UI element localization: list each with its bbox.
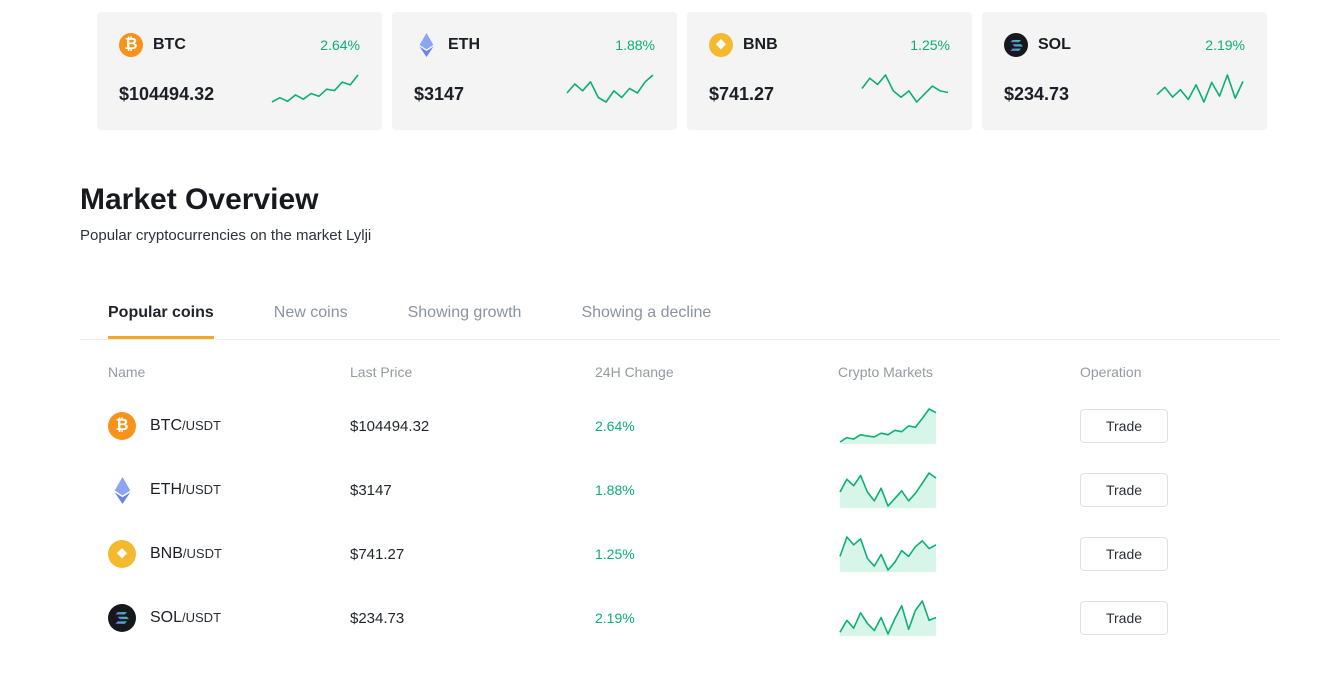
btc-icon: ₿: [119, 33, 143, 57]
pair-label: SOL/USDT: [150, 609, 222, 626]
sol-icon: [108, 604, 136, 632]
column-header-crypto-markets: Crypto Markets: [838, 364, 933, 380]
ticker-symbol: BNB: [743, 36, 778, 53]
column-header-name: Name: [108, 364, 146, 380]
table-row: ❖ BNB/USDT $741.27 1.25% Trade: [80, 522, 1280, 586]
tab-showing-decline[interactable]: Showing a decline: [581, 304, 712, 321]
tab-new-coins[interactable]: New coins: [273, 304, 348, 321]
eth-icon: [108, 476, 136, 504]
market-sparkline: [838, 403, 938, 445]
eth-icon: [414, 33, 438, 57]
last-price: $104494.32: [350, 417, 430, 435]
sol-icon: [1004, 33, 1028, 57]
ticker-card-sol[interactable]: SOL 2.19% $234.73: [982, 12, 1267, 130]
ticker-price: $3147: [414, 84, 465, 104]
ticker-price: $741.27: [709, 84, 775, 104]
last-price: $741.27: [350, 545, 405, 563]
pair-label: BNB/USDT: [150, 545, 222, 562]
page-subtitle: Popular cryptocurrencies on the market L…: [80, 227, 372, 244]
ticker-change: 2.64%: [320, 37, 360, 53]
ticker-symbol: SOL: [1038, 36, 1071, 53]
market-sparkline: [838, 467, 938, 509]
change-24h: 2.64%: [595, 418, 635, 434]
ticker-sparkline: [860, 69, 950, 105]
tab-popular-coins[interactable]: Popular coins: [108, 294, 214, 339]
btc-icon: ₿: [108, 412, 136, 440]
column-header-24h-change: 24H Change: [595, 364, 674, 380]
table-row: ETH/USDT $3147 1.88% Trade: [80, 458, 1280, 522]
trade-button[interactable]: Trade: [1080, 409, 1168, 443]
last-price: $3147: [350, 481, 392, 499]
ticker-symbol: BTC: [153, 36, 186, 53]
market-overview-section: Market Overview Popular cryptocurrencies…: [80, 183, 1280, 650]
column-header-last-price: Last Price: [350, 364, 413, 380]
bnb-icon: ❖: [108, 540, 136, 568]
table-row: SOL/USDT $234.73 2.19% Trade: [80, 586, 1280, 650]
ticker-symbol: ETH: [448, 36, 480, 53]
ticker-card-eth[interactable]: ETH 1.88% $3147: [392, 12, 677, 130]
market-sparkline: [838, 531, 938, 573]
bnb-icon: ❖: [709, 33, 733, 57]
trade-button[interactable]: Trade: [1080, 473, 1168, 507]
last-price: $234.73: [350, 609, 405, 627]
change-24h: 1.88%: [595, 482, 635, 498]
market-sparkline: [838, 595, 938, 637]
trade-button[interactable]: Trade: [1080, 537, 1168, 571]
ticker-card-bnb[interactable]: ❖ BNB 1.25% $741.27: [687, 12, 972, 130]
trade-button[interactable]: Trade: [1080, 601, 1168, 635]
page-title: Market Overview: [80, 183, 319, 216]
change-24h: 1.25%: [595, 546, 635, 562]
pair-label: ETH/USDT: [150, 481, 221, 498]
ticker-price: $234.73: [1004, 84, 1070, 104]
ticker-change: 1.88%: [615, 37, 655, 53]
ticker-change: 1.25%: [910, 37, 950, 53]
column-header-operation: Operation: [1080, 364, 1142, 380]
ticker-sparkline: [1155, 69, 1245, 105]
pair-label: BTC/USDT: [150, 417, 221, 434]
ticker-card-btc[interactable]: ₿ BTC 2.64% $104494.32: [97, 12, 382, 130]
change-24h: 2.19%: [595, 610, 635, 626]
ticker-change: 2.19%: [1205, 37, 1245, 53]
ticker-sparkline: [270, 69, 360, 105]
ticker-sparkline: [565, 69, 655, 105]
tab-showing-growth[interactable]: Showing growth: [407, 304, 522, 321]
table-row: ₿ BTC/USDT $104494.32 2.64% Trade: [80, 394, 1280, 458]
ticker-card-row: ₿ BTC 2.64% $104494.32 ETH 1.88% $3147 ❖…: [0, 0, 1321, 130]
table-header-row: Name Last Price 24H Change Crypto Market…: [80, 364, 1280, 380]
market-tabs: Popular coins New coins Showing growth S…: [80, 294, 1280, 340]
ticker-price: $104494.32: [119, 84, 215, 104]
